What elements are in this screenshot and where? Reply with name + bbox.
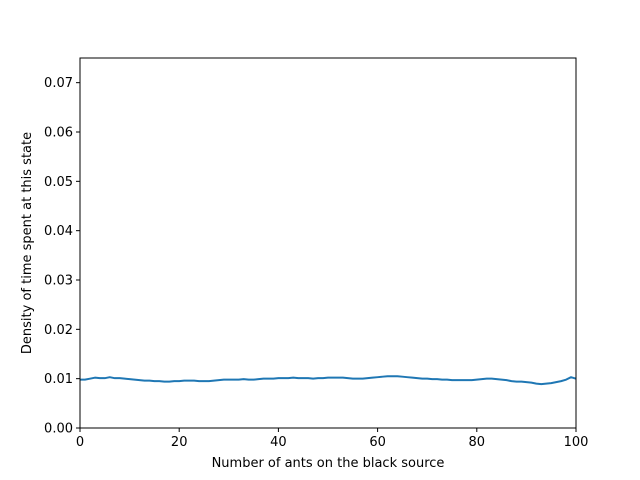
x-tick-label: 60	[369, 435, 386, 450]
series-layer	[80, 375, 577, 386]
density-series-line	[80, 375, 577, 386]
y-axis: 0.00 0.01 0.02 0.03 0.04 0.05 0.06 0.07	[44, 76, 80, 437]
x-axis-label: Number of ants on the black source	[212, 456, 445, 471]
y-tick-label: 0.04	[44, 224, 73, 239]
y-tick-label: 0.03	[44, 274, 73, 289]
x-tick-label: 20	[171, 435, 188, 450]
y-tick-label: 0.01	[44, 372, 73, 387]
y-tick-label: 0.05	[44, 175, 73, 190]
y-tick-label: 0.06	[44, 126, 73, 141]
y-tick-label: 0.02	[44, 323, 73, 338]
plot-area	[80, 58, 576, 428]
x-axis: 0 20 40 60 80 100	[76, 428, 589, 450]
y-tick-label: 0.00	[44, 422, 73, 437]
plot-frame	[79, 57, 577, 429]
x-tick-label: 100	[564, 435, 589, 450]
x-tick-label: 0	[76, 435, 84, 450]
y-tick-label: 0.07	[44, 76, 73, 91]
x-tick-label: 40	[270, 435, 287, 450]
y-axis-label: Density of time spent at this state	[20, 132, 35, 354]
x-tick-label: 80	[469, 435, 486, 450]
